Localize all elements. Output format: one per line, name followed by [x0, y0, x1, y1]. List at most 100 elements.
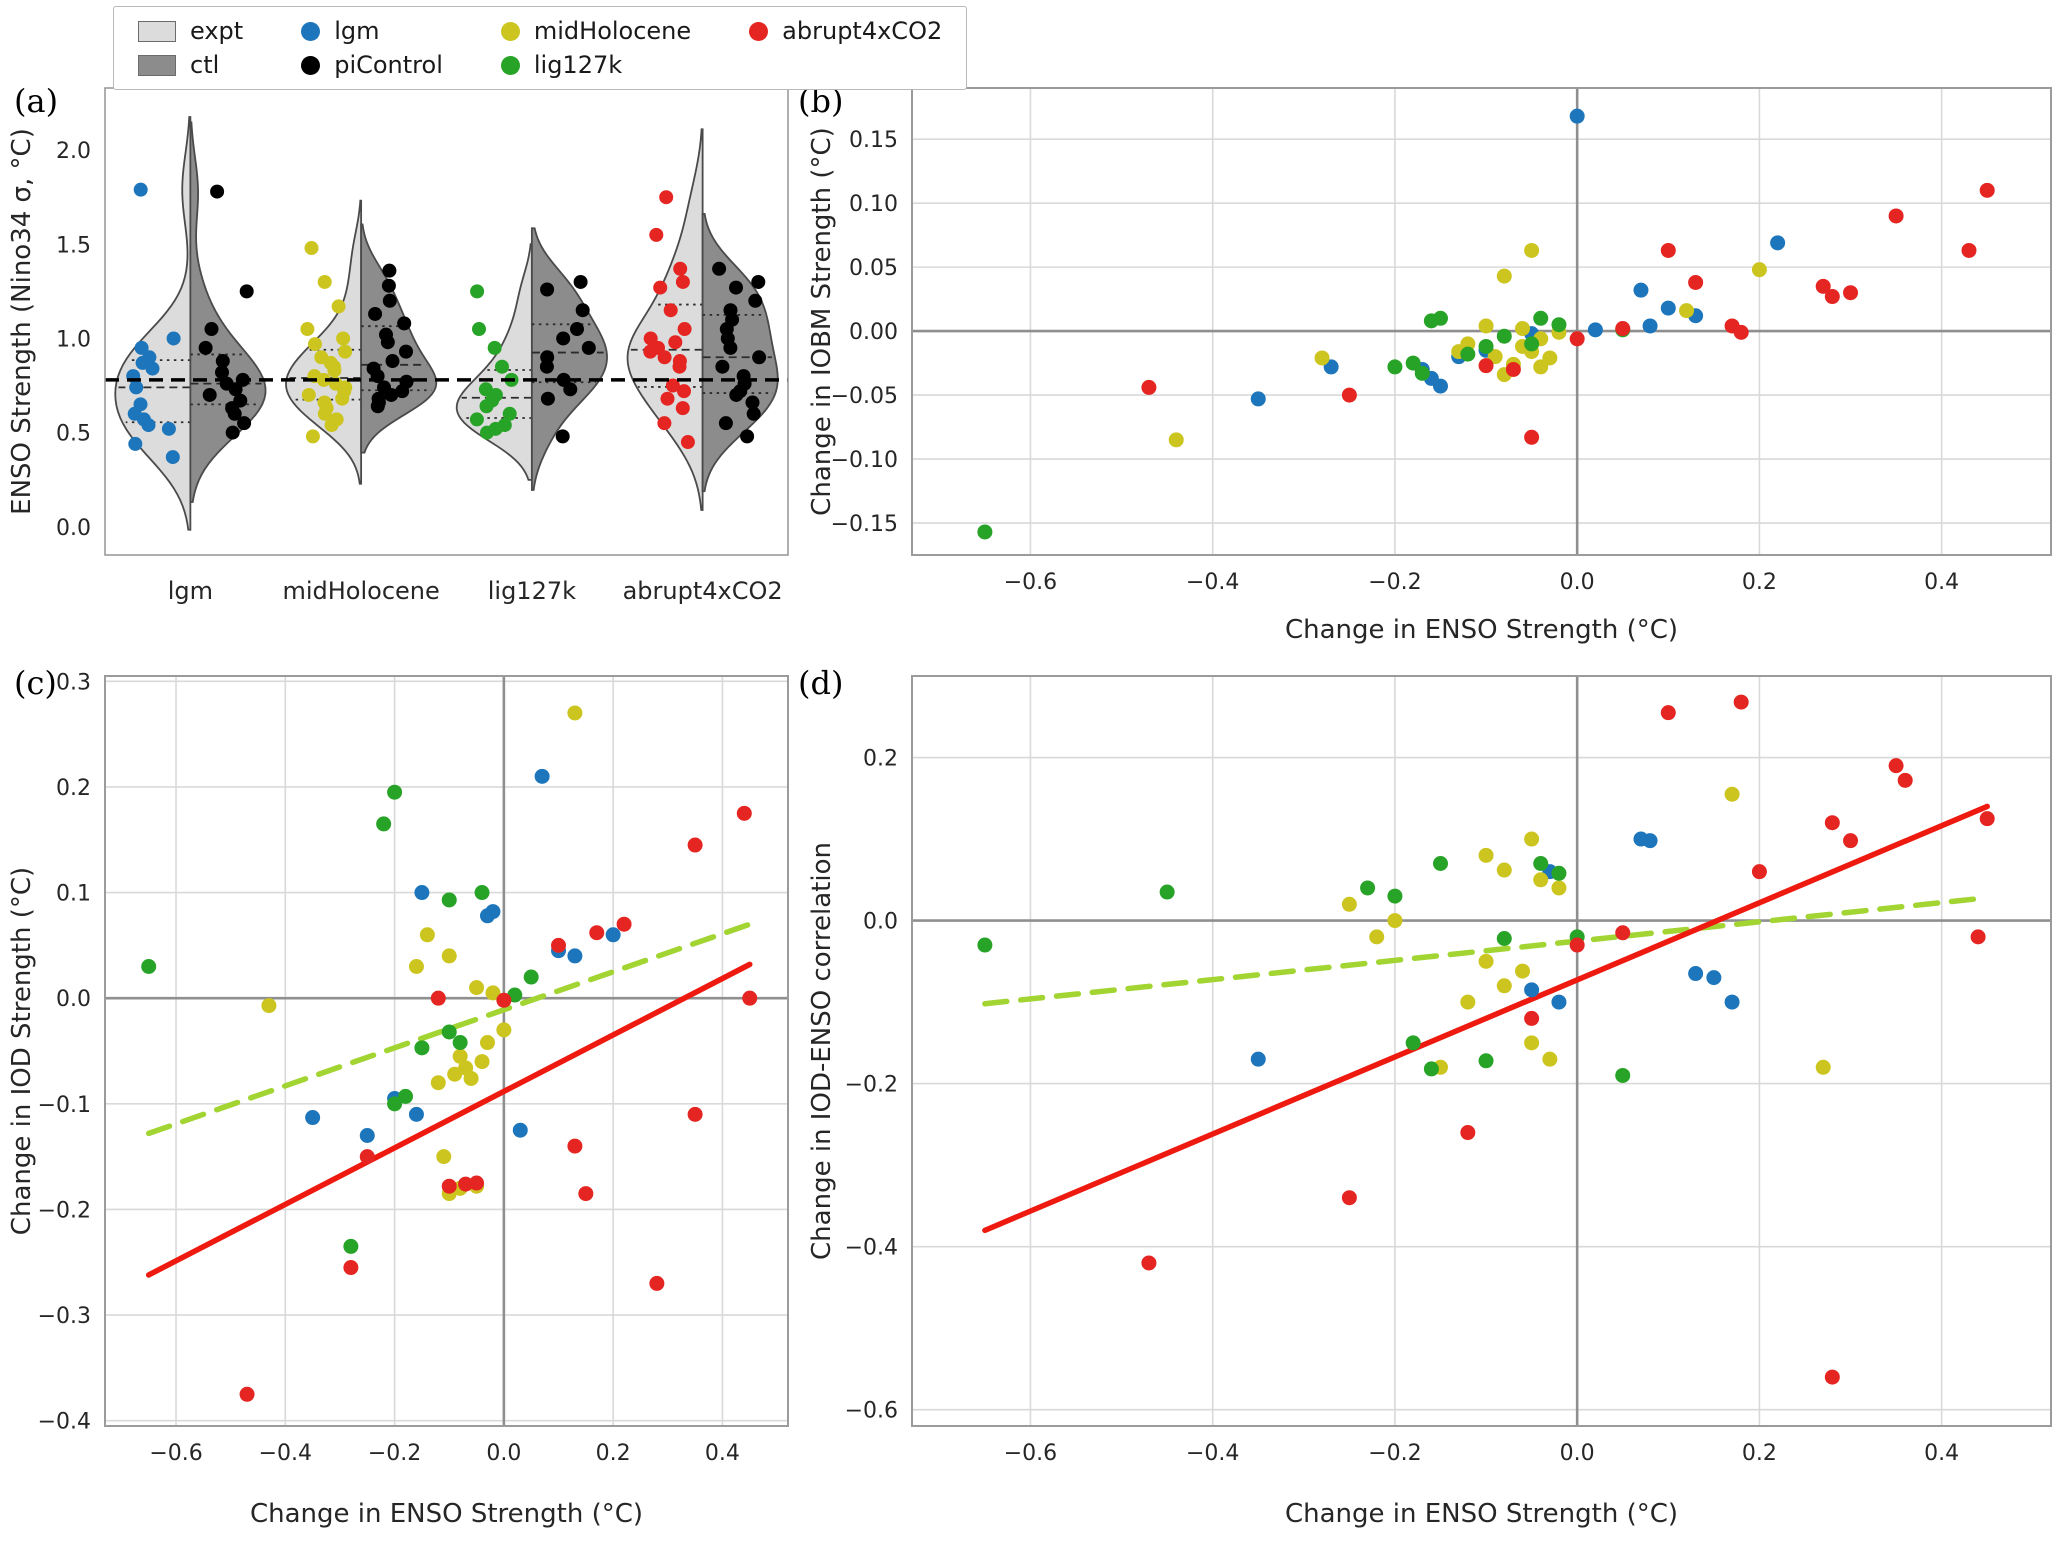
series-midHolocene — [1341, 786, 1831, 1075]
series-lig127k — [141, 784, 539, 1254]
grid — [912, 88, 2051, 555]
zero-reference-lines — [105, 676, 788, 1426]
ctl-points-lgm — [198, 184, 254, 440]
legend-dot-swatch — [500, 55, 520, 75]
svg-text:0.0: 0.0 — [863, 910, 898, 935]
legend-label: lgm — [334, 17, 380, 45]
svg-text:−0.10: −0.10 — [831, 448, 898, 473]
svg-text:0.1: 0.1 — [56, 882, 91, 907]
violin-abrupt4xCO2 — [626, 128, 779, 511]
grid — [912, 676, 2051, 1426]
svg-text:−0.6: −0.6 — [1004, 570, 1057, 595]
series-abrupt4xCO2 — [1141, 694, 1995, 1385]
svg-text:0.05: 0.05 — [849, 256, 898, 281]
y-tick-labels: −0.15 −0.10 −0.05 0.00 0.05 0.10 0.15 — [831, 128, 898, 537]
zero-reference-lines — [912, 676, 2051, 1426]
points — [141, 705, 758, 1402]
y-axis-label: Change in IOD Strength (°C) — [7, 867, 37, 1235]
series-lig127k — [977, 856, 1631, 1083]
panel-c-label: (c) — [14, 664, 57, 702]
legend-label: piControl — [334, 51, 443, 79]
legend-label: ctl — [190, 51, 220, 79]
series-lgm — [1250, 831, 1740, 1067]
svg-text:1.0: 1.0 — [56, 327, 91, 352]
panel-b-iobm-scatter: −0.6 −0.4 −0.2 0.0 0.2 0.4 −0.15 −0.10 −0.05 0.00… — [807, 87, 2052, 645]
points — [977, 108, 1995, 540]
svg-text:0.5: 0.5 — [56, 422, 91, 447]
svg-text:1.5: 1.5 — [56, 233, 91, 258]
svg-text:0.2: 0.2 — [1742, 1441, 1777, 1466]
trend-line-abrupt4xCO2-fit — [982, 803, 1990, 1234]
legend-patch-swatch — [138, 54, 176, 76]
y-axis-label: Change in IOD-ENSO correlation — [807, 842, 837, 1260]
panel-a-label: (a) — [14, 82, 59, 120]
svg-text:−0.4: −0.4 — [1186, 570, 1239, 595]
y-tick-labels: −0.6 −0.4 −0.2 0.0 0.2 — [845, 747, 898, 1424]
ctl-points-abrupt4xCO2 — [712, 261, 767, 444]
svg-text:lgm: lgm — [168, 577, 213, 605]
x-axis-label: Change in ENSO Strength (°C) — [1285, 615, 1678, 645]
svg-text:0.2: 0.2 — [596, 1441, 631, 1466]
expt-points-lgm — [126, 182, 181, 465]
svg-text:0.2: 0.2 — [1742, 570, 1777, 595]
violin-lig127k — [455, 227, 608, 491]
legend-label: abrupt4xCO2 — [782, 17, 943, 45]
category-labels: lgm midHolocene lig127k abrupt4xCO2 — [168, 577, 783, 605]
svg-text:−0.4: −0.4 — [845, 1236, 898, 1261]
ctl-half — [701, 213, 779, 493]
trend-line-abrupt4xCO2-fit — [145, 961, 753, 1278]
svg-text:−0.2: −0.2 — [38, 1198, 91, 1223]
svg-text:−0.2: −0.2 — [845, 1073, 898, 1098]
x-axis-label: Change in ENSO Strength (°C) — [250, 1499, 643, 1529]
svg-text:−0.15: −0.15 — [831, 512, 898, 537]
svg-text:−0.05: −0.05 — [831, 384, 898, 409]
legend-dot-swatch — [749, 21, 769, 41]
x-tick-labels: −0.6 −0.4 −0.2 0.0 0.2 0.4 — [1004, 570, 1959, 595]
x-tick-labels: −0.6 −0.4 −0.2 0.0 0.2 0.4 — [149, 1441, 740, 1466]
svg-text:−0.3: −0.3 — [38, 1304, 91, 1329]
series-midHolocene — [261, 705, 583, 1202]
svg-text:−0.4: −0.4 — [259, 1441, 312, 1466]
svg-text:abrupt4xCO2: abrupt4xCO2 — [623, 577, 783, 605]
series-midHolocene — [1168, 242, 1767, 448]
legend-label: midHolocene — [533, 17, 692, 45]
legend: expt ctl lgm piControl midHolocene lig127k abr… — [113, 6, 968, 90]
legend-dot-swatch — [500, 21, 520, 41]
legend-item-expt: expt — [138, 19, 243, 43]
expt-points-abrupt4xCO2 — [643, 190, 695, 450]
expt-half — [455, 243, 533, 481]
expt-half — [626, 128, 704, 511]
panel-d-iod-enso-corr-scatter: −0.6 −0.4 −0.2 0.0 0.2 0.4 −0.6 −0.4 −0.2 0.0 0.2 C… — [807, 675, 2052, 1529]
grid — [105, 676, 788, 1426]
svg-text:−0.2: −0.2 — [368, 1441, 421, 1466]
svg-text:0.00: 0.00 — [849, 320, 898, 345]
plot-frame — [911, 87, 2052, 556]
svg-text:0.4: 0.4 — [1924, 570, 1959, 595]
svg-text:−0.6: −0.6 — [845, 1399, 898, 1424]
svg-text:0.3: 0.3 — [56, 670, 91, 695]
svg-text:0.15: 0.15 — [849, 128, 898, 153]
y-tick-labels: −0.4 −0.3 −0.2 −0.1 0.0 0.1 0.2 0.3 — [38, 670, 91, 1434]
svg-text:0.0: 0.0 — [1560, 570, 1595, 595]
series-lgm — [305, 768, 621, 1144]
legend-item-piControl: piControl — [301, 53, 443, 77]
panel-c-iod-scatter: −0.6 −0.4 −0.2 0.0 0.2 0.4 −0.4 −0.3 −0.2 −0.1 0.0… — [7, 670, 789, 1529]
ctl-half — [360, 223, 438, 454]
svg-text:0.4: 0.4 — [1924, 1441, 1959, 1466]
svg-text:0.2: 0.2 — [863, 747, 898, 772]
svg-text:midHolocene: midHolocene — [282, 577, 439, 605]
legend-item-ctl: ctl — [138, 53, 243, 77]
series-abrupt4xCO2 — [239, 805, 758, 1402]
svg-text:−0.2: −0.2 — [1368, 570, 1421, 595]
legend-dot-swatch — [301, 55, 321, 75]
ctl-points-lig127k — [539, 274, 596, 444]
ctl-half — [189, 121, 267, 503]
y-tick-labels: 0.0 0.5 1.0 1.5 2.0 — [56, 139, 91, 541]
legend-dot-swatch — [301, 21, 321, 41]
svg-text:−0.4: −0.4 — [38, 1410, 91, 1435]
svg-text:−0.6: −0.6 — [149, 1441, 202, 1466]
svg-text:−0.2: −0.2 — [1368, 1441, 1421, 1466]
points — [977, 694, 1995, 1385]
expt-half — [285, 199, 363, 485]
